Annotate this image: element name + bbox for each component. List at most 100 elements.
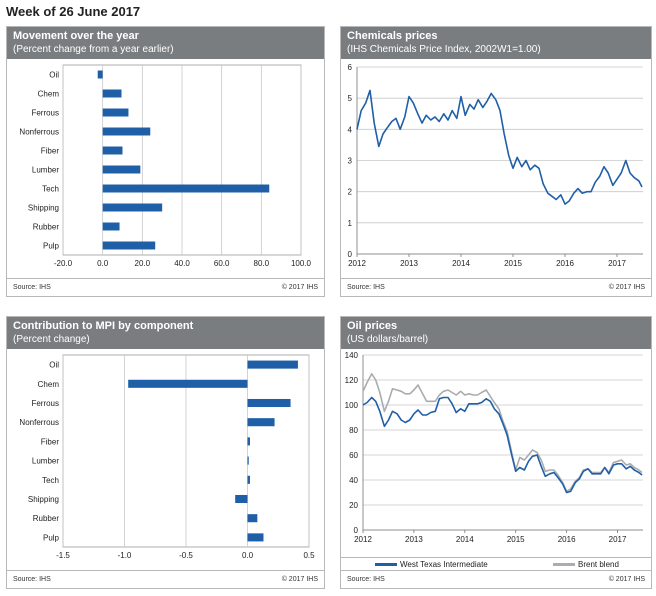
x-tick-label: 80.0 <box>254 259 270 268</box>
category-label-oil: Oil <box>49 361 59 370</box>
y-tick-label: 5 <box>348 94 353 103</box>
category-label-oil: Oil <box>49 71 59 80</box>
y-tick-label: 3 <box>348 157 353 166</box>
chemicals-panel: Chemicals prices (IHS Chemicals Price In… <box>340 26 652 297</box>
x-tick-label: 2013 <box>405 535 423 544</box>
category-label-rubber: Rubber <box>33 223 60 232</box>
category-label-ferrous: Ferrous <box>31 109 59 118</box>
oil-panel-header: Oil prices (US dollars/barrel) <box>341 317 651 349</box>
x-tick-label: 20.0 <box>135 259 151 268</box>
bar-nonferrous <box>102 127 151 136</box>
x-tick-label: -0.5 <box>179 551 193 560</box>
contribution-footer: Source: IHS © 2017 IHS <box>7 570 324 588</box>
x-tick-label: 2014 <box>456 535 474 544</box>
contribution-bar-chart: -1.5 -1.0 -0.5 0.0 0.5 Oil Chem Ferrous Nonferro… <box>19 354 315 560</box>
oil-footer: Source: IHS © 2017 IHS <box>341 570 651 588</box>
oil-title: Oil prices <box>347 320 398 332</box>
x-tick-label: -1.0 <box>118 551 132 560</box>
bar-chem <box>128 379 248 388</box>
x-tick-label: 2014 <box>452 259 470 268</box>
bar-chem <box>102 89 122 98</box>
chemicals-copyright: © 2017 IHS <box>608 284 645 291</box>
category-label-rubber: Rubber <box>33 514 60 523</box>
legend-item-brent: Brent blend <box>553 560 619 569</box>
x-tick-label: 2013 <box>400 259 418 268</box>
category-label-ferrous: Ferrous <box>31 399 59 408</box>
y-tick-label: 20 <box>349 501 358 510</box>
legend-swatch-brent <box>553 563 575 567</box>
oil-source: Source: IHS <box>347 576 385 583</box>
x-tick-label: 2015 <box>507 535 525 544</box>
x-tick-label: -1.5 <box>56 551 70 560</box>
y-tick-label: 4 <box>348 125 353 134</box>
bar-nonferrous <box>247 418 275 427</box>
x-tick-label: 60.0 <box>214 259 230 268</box>
bar-ferrous <box>102 108 129 117</box>
oil-subtitle: (US dollars/barrel) <box>347 334 429 345</box>
category-label-shipping: Shipping <box>28 204 59 213</box>
contribution-panel: Contribution to MPI by component (Percen… <box>6 316 325 589</box>
category-label-chem: Chem <box>38 380 60 389</box>
y-tick-label: 1 <box>348 219 353 228</box>
category-label-nonferrous: Nonferrous <box>19 418 59 427</box>
category-label-chem: Chem <box>38 90 60 99</box>
x-tick-label: 2012 <box>348 259 366 268</box>
x-tick-label: 2017 <box>608 259 626 268</box>
movement-panel-header: Movement over the year (Percent change f… <box>7 27 324 59</box>
category-label-fiber: Fiber <box>41 147 60 156</box>
y-tick-label: 2 <box>348 188 353 197</box>
bar-shipping <box>235 494 248 504</box>
contribution-copyright: © 2017 IHS <box>281 576 318 583</box>
category-label-lumber: Lumber <box>32 166 59 175</box>
bar-oil <box>247 360 298 369</box>
y-tick-label: 40 <box>349 476 358 485</box>
movement-title: Movement over the year <box>13 30 139 42</box>
bar-pulp <box>247 533 264 542</box>
bar-lumber <box>102 165 141 174</box>
bar-fiber <box>247 437 250 446</box>
movement-source: Source: IHS <box>13 284 51 291</box>
movement-panel: Movement over the year (Percent change f… <box>6 26 325 297</box>
y-tick-label: 0 <box>348 250 353 259</box>
movement-bar-chart: -20.0 0.0 20.0 40.0 60.0 80.0 100.0 Oil Chem Ferr… <box>19 64 312 268</box>
bar-rubber <box>102 222 120 231</box>
x-tick-label: 2015 <box>504 259 522 268</box>
oil-panel: Oil prices (US dollars/barrel) 0 20 40 60 80… <box>340 316 652 589</box>
bar-tech <box>102 184 270 193</box>
bar-rubber <box>247 514 258 523</box>
chemicals-subtitle: (IHS Chemicals Price Index, 2002W1=1.00) <box>347 44 541 55</box>
y-tick-label: 60 <box>349 451 358 460</box>
x-tick-label: 0.0 <box>97 259 109 268</box>
bar-pulp <box>102 241 156 250</box>
category-label-shipping: Shipping <box>28 495 59 504</box>
category-label-pulp: Pulp <box>43 242 60 251</box>
contribution-source: Source: IHS <box>13 576 51 583</box>
x-tick-label: 2016 <box>556 259 574 268</box>
x-tick-label: 2017 <box>609 535 627 544</box>
category-label-fiber: Fiber <box>41 437 60 446</box>
y-tick-label: 80 <box>349 426 358 435</box>
contribution-title: Contribution to MPI by component <box>13 320 194 332</box>
x-tick-label: 40.0 <box>174 259 190 268</box>
movement-subtitle: (Percent change from a year earlier) <box>13 44 174 55</box>
y-tick-label: 140 <box>345 351 359 360</box>
legend-swatch-wti <box>375 563 397 567</box>
bar-shipping <box>102 203 163 212</box>
chemicals-footer: Source: IHS © 2017 IHS <box>341 278 651 296</box>
y-tick-label: 100 <box>345 401 359 410</box>
category-label-nonferrous: Nonferrous <box>19 128 59 137</box>
y-tick-label: 120 <box>345 376 359 385</box>
x-tick-label: 100.0 <box>291 259 312 268</box>
legend-item-wti: West Texas Intermediate <box>375 560 488 569</box>
chemicals-source: Source: IHS <box>347 284 385 291</box>
x-tick-label: 2012 <box>354 535 372 544</box>
x-tick-label: -20.0 <box>54 259 73 268</box>
page-title: Week of 26 June 2017 <box>6 4 141 19</box>
chemicals-panel-header: Chemicals prices (IHS Chemicals Price In… <box>341 27 651 59</box>
oil-copyright: © 2017 IHS <box>608 576 645 583</box>
y-tick-label: 0 <box>354 526 359 535</box>
wti-line <box>362 396 643 494</box>
bar-oil <box>97 70 103 79</box>
category-label-pulp: Pulp <box>43 533 60 542</box>
legend-label-brent: Brent blend <box>578 560 619 569</box>
